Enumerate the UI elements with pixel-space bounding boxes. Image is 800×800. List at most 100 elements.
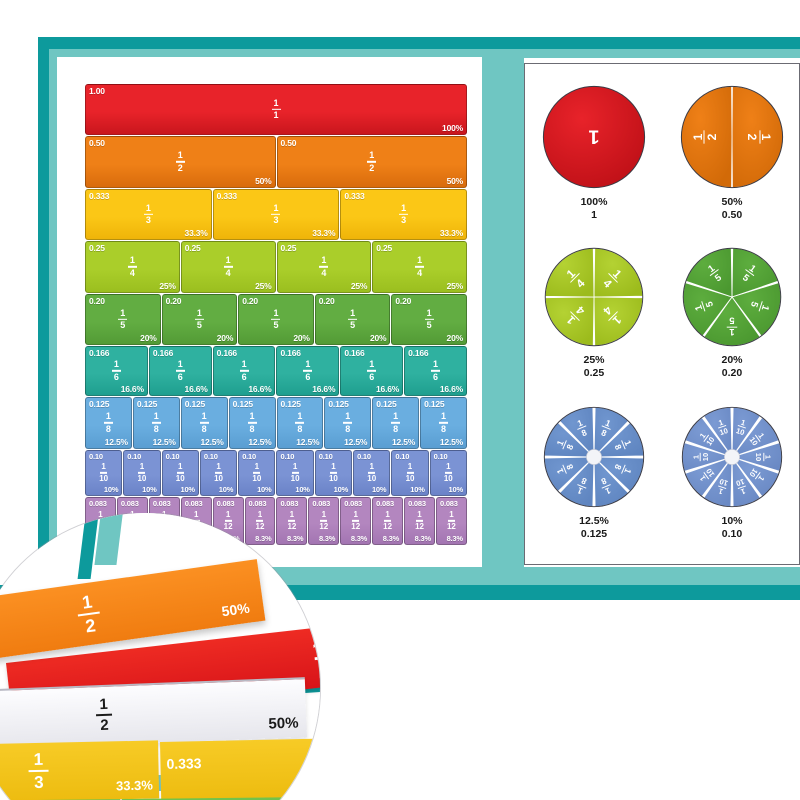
fraction-tile[interactable]: 0.10 1 10 10% bbox=[199, 450, 238, 496]
tile-numerator: 1 bbox=[113, 358, 119, 369]
svg-text:10: 10 bbox=[718, 426, 729, 437]
tile-denominator: 6 bbox=[241, 371, 247, 382]
tile-percent: 16.6% bbox=[376, 384, 400, 394]
fraction-tile[interactable]: 0.125 1 8 12.5% bbox=[132, 397, 180, 449]
tile-fraction-rule bbox=[138, 471, 146, 474]
tile-percent: 12.5% bbox=[200, 437, 224, 447]
fraction-tile[interactable]: 0.125 1 8 12.5% bbox=[276, 397, 324, 449]
fraction-tile[interactable]: 0.10 1 10 10% bbox=[429, 450, 467, 496]
tile-numerator: 1 bbox=[178, 461, 183, 471]
tile-fraction: 1 10 bbox=[124, 461, 159, 483]
fraction-tile[interactable]: 0.50 1 2 50% bbox=[276, 136, 467, 188]
tile-percent: 10% bbox=[180, 485, 195, 494]
fraction-tile[interactable]: 0.333 1 3 33.3% bbox=[212, 189, 340, 240]
fraction-tile[interactable]: 0.10 1 10 10% bbox=[85, 450, 123, 496]
tile-fraction-rule bbox=[367, 369, 377, 372]
fraction-tile[interactable]: 0.166 1 6 16.6% bbox=[212, 346, 276, 396]
tile-percent: 33.3% bbox=[312, 228, 336, 238]
frame-mid-light bbox=[482, 49, 524, 585]
tile-decimal: 0.10 bbox=[318, 452, 333, 461]
fraction-tile[interactable]: 0.166 1 6 16.6% bbox=[276, 346, 340, 396]
fraction-tile[interactable]: 0.10 1 10 10% bbox=[276, 450, 314, 496]
fraction-tile[interactable]: 0.20 1 5 20% bbox=[238, 294, 314, 345]
tile-denominator: 12 bbox=[319, 521, 329, 531]
tile-denominator: 10 bbox=[214, 473, 223, 483]
fraction-tile[interactable]: 0.125 1 8 12.5% bbox=[372, 397, 420, 449]
fraction-tile[interactable]: 1.00 1 1 100% bbox=[85, 84, 467, 135]
fraction-tile[interactable]: 0.125 1 8 12.5% bbox=[85, 397, 132, 449]
tile-fraction-rule bbox=[253, 471, 261, 474]
svg-text:1: 1 bbox=[576, 417, 584, 428]
fraction-tile[interactable]: 0.25 1 4 25% bbox=[180, 241, 276, 293]
fraction-tile[interactable]: 0.333 1 3 33.3% bbox=[340, 189, 467, 240]
frame-top-light bbox=[48, 49, 800, 58]
tile-numerator: 1 bbox=[417, 509, 422, 519]
fraction-disc[interactable]: 1 bbox=[539, 82, 649, 192]
fraction-tile[interactable]: 0.125 1 8 12.5% bbox=[228, 397, 276, 449]
tile-denominator: 10 bbox=[175, 473, 185, 483]
fraction-tile[interactable]: 0.166 1 6 16.6% bbox=[148, 346, 212, 396]
fraction-tile[interactable]: 0.125 1 8 12.5% bbox=[180, 397, 228, 449]
fraction-tile[interactable]: 0.25 1 4 25% bbox=[276, 241, 372, 293]
fraction-tile[interactable]: 0.20 1 5 20% bbox=[85, 294, 161, 345]
tile-decimal: 0.20 bbox=[395, 296, 412, 306]
tile-fraction-rule bbox=[424, 318, 434, 320]
fraction-tile[interactable]: 0.125 1 8 12.5% bbox=[420, 397, 467, 449]
fraction-tile[interactable]: 0.10 1 10 10% bbox=[391, 450, 429, 496]
tile-fraction: 1 10 bbox=[277, 462, 312, 483]
fraction-tile[interactable]: 0.10 1 10 10% bbox=[353, 450, 391, 496]
fraction-tile[interactable]: 0.10 1 10 10% bbox=[123, 450, 161, 496]
tile-numerator: 1 bbox=[120, 307, 126, 318]
fraction-tile[interactable]: 0.125 1 8 12.5% bbox=[324, 397, 372, 449]
fraction-tile[interactable]: 0.25 1 4 25% bbox=[372, 241, 467, 293]
tile-denominator: 10 bbox=[405, 473, 415, 483]
svg-text:1: 1 bbox=[622, 439, 633, 447]
fraction-tile[interactable]: 0.166 1 6 16.6% bbox=[404, 346, 467, 396]
svg-text:1: 1 bbox=[698, 431, 708, 440]
disc-slice-label: 18 bbox=[600, 417, 612, 438]
tile-decimal: 0.083 bbox=[344, 499, 363, 508]
fraction-tile[interactable]: 0.333 1 3 33.3% bbox=[85, 189, 212, 240]
fraction-tile[interactable]: 0.25 1 4 25% bbox=[85, 241, 180, 293]
fraction-disc[interactable]: 121 2 bbox=[677, 82, 787, 192]
fraction-tile[interactable]: 0.50 1 2 50% bbox=[85, 136, 276, 188]
fraction-tile[interactable]: 0.20 1 5 20% bbox=[161, 294, 238, 345]
fraction-tile[interactable]: 0.20 1 5 20% bbox=[314, 294, 391, 345]
tile-decimal: 0.10 bbox=[203, 452, 218, 461]
disc-slice-label: 18 bbox=[555, 439, 576, 451]
tile-numerator: 1 bbox=[105, 410, 111, 421]
tile-fraction-rule bbox=[271, 108, 281, 110]
tile-denominator: 8 bbox=[153, 423, 159, 434]
tile-numerator: 1 bbox=[139, 461, 145, 471]
tile-percent: 8.3% bbox=[350, 534, 368, 543]
fraction-disc-grid: 1 100% 1 1 2 1 2 50% 0.50 1 4 1 4 1 4 1 4 25% 0.25 1 5 1 5 1 5 1 5… bbox=[525, 72, 800, 552]
svg-text:1: 1 bbox=[622, 467, 633, 475]
fraction-tile[interactable]: 0.10 1 10 10% bbox=[314, 450, 353, 496]
tile-decimal: 0.25 bbox=[280, 243, 297, 253]
tile-percent: 10% bbox=[257, 485, 272, 494]
disc-slice-label: 110 bbox=[754, 453, 773, 461]
fraction-tile[interactable]: 0.10 1 10 10% bbox=[238, 450, 276, 496]
tile-denominator: 10 bbox=[252, 473, 262, 483]
tile-decimal: 0.50 bbox=[89, 138, 105, 148]
fraction-tile[interactable]: 0.166 1 6 16.6% bbox=[340, 346, 404, 396]
tile-fraction-rule bbox=[151, 421, 161, 424]
fraction-tile[interactable]: 0.166 1 6 16.6% bbox=[85, 346, 148, 396]
disc-percent: 100% bbox=[580, 195, 608, 208]
tile-percent: 12.5% bbox=[439, 437, 463, 447]
tile-numerator: 1 bbox=[177, 358, 183, 369]
fraction-tile[interactable]: 0.10 1 10 10% bbox=[161, 450, 199, 496]
disc-hub bbox=[724, 448, 740, 465]
fraction-tile[interactable]: 0.20 1 5 20% bbox=[391, 294, 467, 345]
